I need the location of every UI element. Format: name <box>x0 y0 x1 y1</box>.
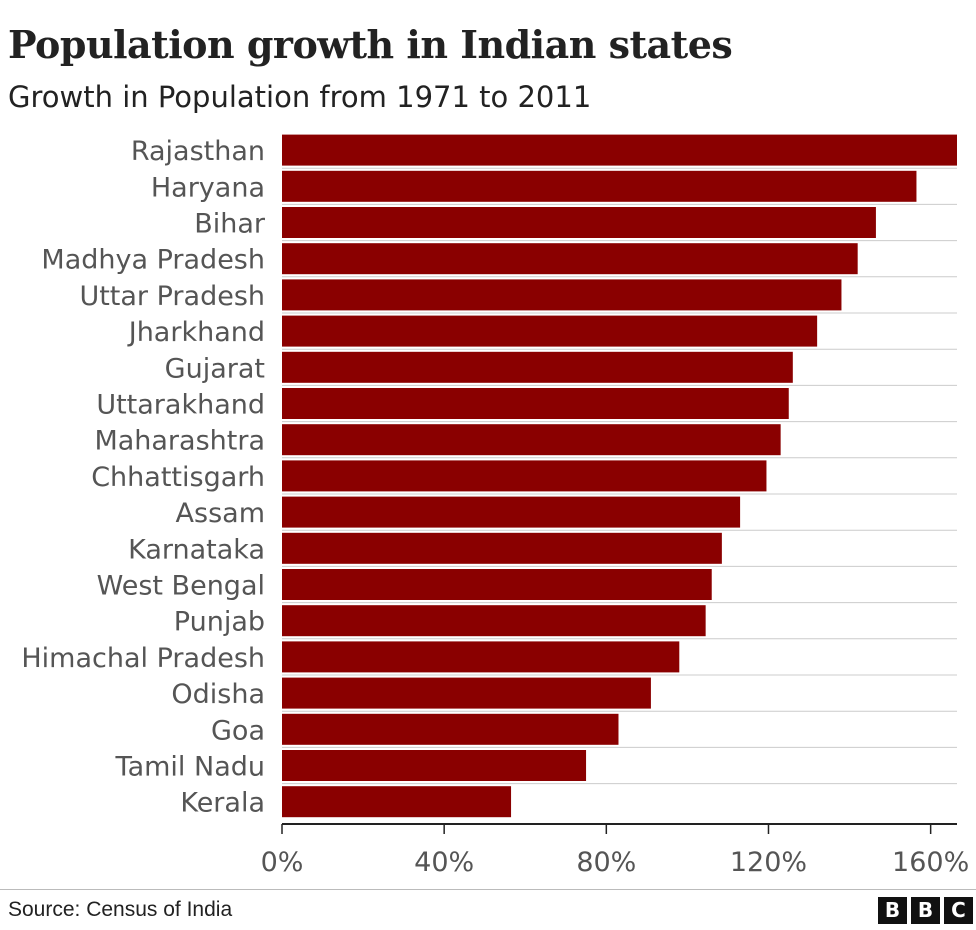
category-labels: Rajasthan Haryana Bihar Madhya Pradesh Uttar… <box>21 136 266 819</box>
bar <box>282 134 957 166</box>
bar <box>282 243 858 275</box>
logo-letter: C <box>944 897 973 924</box>
x-tick-label: 120% <box>730 847 807 878</box>
bar <box>282 424 781 456</box>
bar-chart: Rajasthan Haryana Bihar Madhya Pradesh Uttar… <box>21 134 969 878</box>
category-label: Haryana <box>151 172 265 203</box>
category-label: Karnataka <box>128 534 265 565</box>
x-axis: 0% 40% 80% 120% 160% <box>261 823 969 878</box>
bar <box>282 388 789 419</box>
category-label: Goa <box>211 715 265 746</box>
logo-letter: B <box>911 897 940 924</box>
bar <box>282 677 651 709</box>
bar <box>282 605 706 637</box>
category-label: Uttarakhand <box>96 390 265 421</box>
bar <box>282 207 876 238</box>
category-label: Uttar Pradesh <box>79 281 265 312</box>
x-tick-label: 40% <box>414 847 474 878</box>
x-tick-label: 0% <box>261 847 304 878</box>
bar <box>282 279 842 311</box>
footer-divider <box>0 889 976 890</box>
chart-subtitle: Growth in Population from 1971 to 2011 <box>8 80 592 114</box>
category-label: Rajasthan <box>131 136 265 167</box>
bar <box>282 170 917 202</box>
category-label: Punjab <box>174 607 265 638</box>
bar <box>282 315 818 347</box>
category-label: Maharashtra <box>94 426 265 457</box>
category-label: West Bengal <box>97 571 265 602</box>
category-label: Odisha <box>171 679 265 710</box>
category-label: Madhya Pradesh <box>41 245 265 276</box>
bar <box>282 460 767 492</box>
bar <box>282 750 587 781</box>
bars <box>282 134 957 818</box>
logo-letter: B <box>878 897 907 924</box>
bar <box>282 532 722 564</box>
gridlines <box>282 167 957 785</box>
category-label: Himachal Pradesh <box>21 643 265 674</box>
source-note: Source: Census of India <box>8 898 233 921</box>
category-label: Gujarat <box>165 353 265 384</box>
chart-title: Population growth in Indian states <box>8 22 733 67</box>
category-label: Kerala <box>180 788 265 819</box>
x-tick-label: 80% <box>576 847 636 878</box>
bar <box>282 496 741 528</box>
category-label: Tamil Nadu <box>115 752 265 783</box>
bar <box>282 641 680 673</box>
category-label: Assam <box>176 498 265 529</box>
category-label: Bihar <box>194 209 266 240</box>
bbc-logo: B B C <box>878 897 973 924</box>
bar <box>282 713 619 745</box>
bar <box>282 351 793 383</box>
category-label: Jharkhand <box>127 317 265 348</box>
x-tick-label: 160% <box>892 847 969 878</box>
category-label: Chhattisgarh <box>91 462 265 493</box>
bar <box>282 569 712 600</box>
bar <box>282 786 512 818</box>
